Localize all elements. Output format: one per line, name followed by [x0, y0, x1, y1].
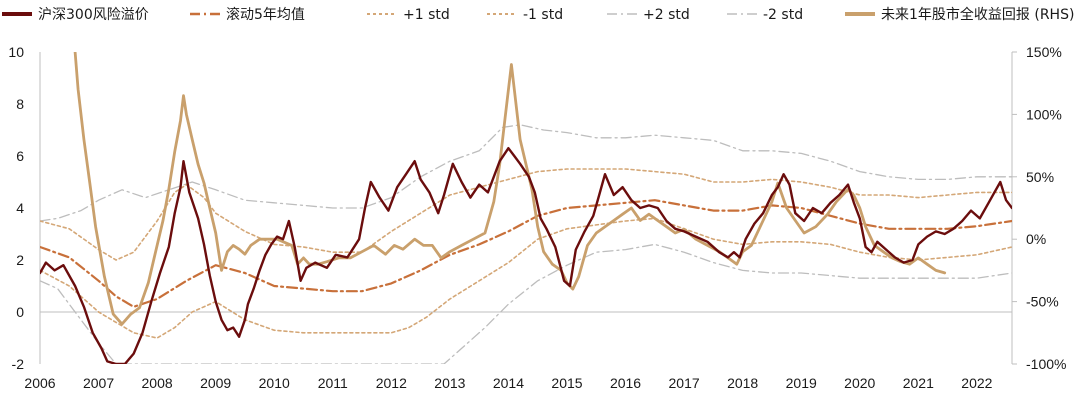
x-tick-label: 2020 [844, 375, 875, 391]
x-tick-label: 2006 [24, 375, 55, 391]
x-tick-label: 2008 [142, 375, 173, 391]
x-tick-label: 2021 [903, 375, 934, 391]
series-line-3 [40, 217, 1012, 339]
x-tick-label: 2013 [434, 375, 465, 391]
series-line-0 [40, 147, 1012, 364]
left-tick-label: 0 [16, 304, 24, 320]
right-tick-label: 0% [1026, 231, 1046, 247]
x-tick-label: 2015 [551, 375, 582, 391]
legend-label-0: 沪深300风险溢价 [38, 7, 149, 23]
series-line-2 [40, 168, 1012, 261]
x-tick-label: 2011 [318, 375, 348, 391]
x-tick-label: 2007 [83, 375, 114, 391]
x-tick-label: 2022 [961, 375, 992, 391]
left-tick-label: 10 [8, 44, 24, 60]
left-tick-label: 2 [16, 252, 24, 268]
right-tick-label: 150% [1026, 44, 1062, 60]
legend-label-2: +1 std [403, 7, 450, 23]
left-tick-label: 4 [16, 200, 24, 216]
x-tick-label: 2012 [376, 375, 407, 391]
left-tick-label: 8 [16, 96, 24, 112]
legend: 沪深300风险溢价 滚动5年均值 +1 std -1 std +2 std -2 std 未… [2, 6, 1074, 23]
legend-label-5: -2 std [763, 7, 803, 23]
x-tick-label: 2017 [669, 375, 700, 391]
right-tick-label: -50% [1026, 294, 1059, 310]
legend-label-6: 未来1年股市全收益回报 (RHS) [881, 6, 1074, 23]
series-line-5 [40, 243, 1012, 364]
x-tick-label: 2019 [786, 375, 817, 391]
right-tick-label: 50% [1026, 169, 1054, 185]
left-tick-label: 6 [16, 148, 24, 164]
x-tick-label: 2018 [727, 375, 758, 391]
x-tick-label: 2016 [610, 375, 641, 391]
legend-label-4: +2 std [643, 7, 690, 23]
series-line-1 [40, 199, 1012, 308]
series-line-6 [73, 52, 947, 326]
right-tick-label: 100% [1026, 106, 1062, 122]
legend-label-3: -1 std [523, 7, 563, 23]
x-tick-label: 2014 [493, 375, 524, 391]
series-layer [40, 52, 1012, 364]
left-tick-label: -2 [12, 356, 25, 372]
legend-label-1: 滚动5年均值 [226, 6, 305, 23]
right-tick-label: -100% [1026, 356, 1066, 372]
x-tick-label: 2009 [200, 375, 231, 391]
x-tick-label: 2010 [259, 375, 290, 391]
